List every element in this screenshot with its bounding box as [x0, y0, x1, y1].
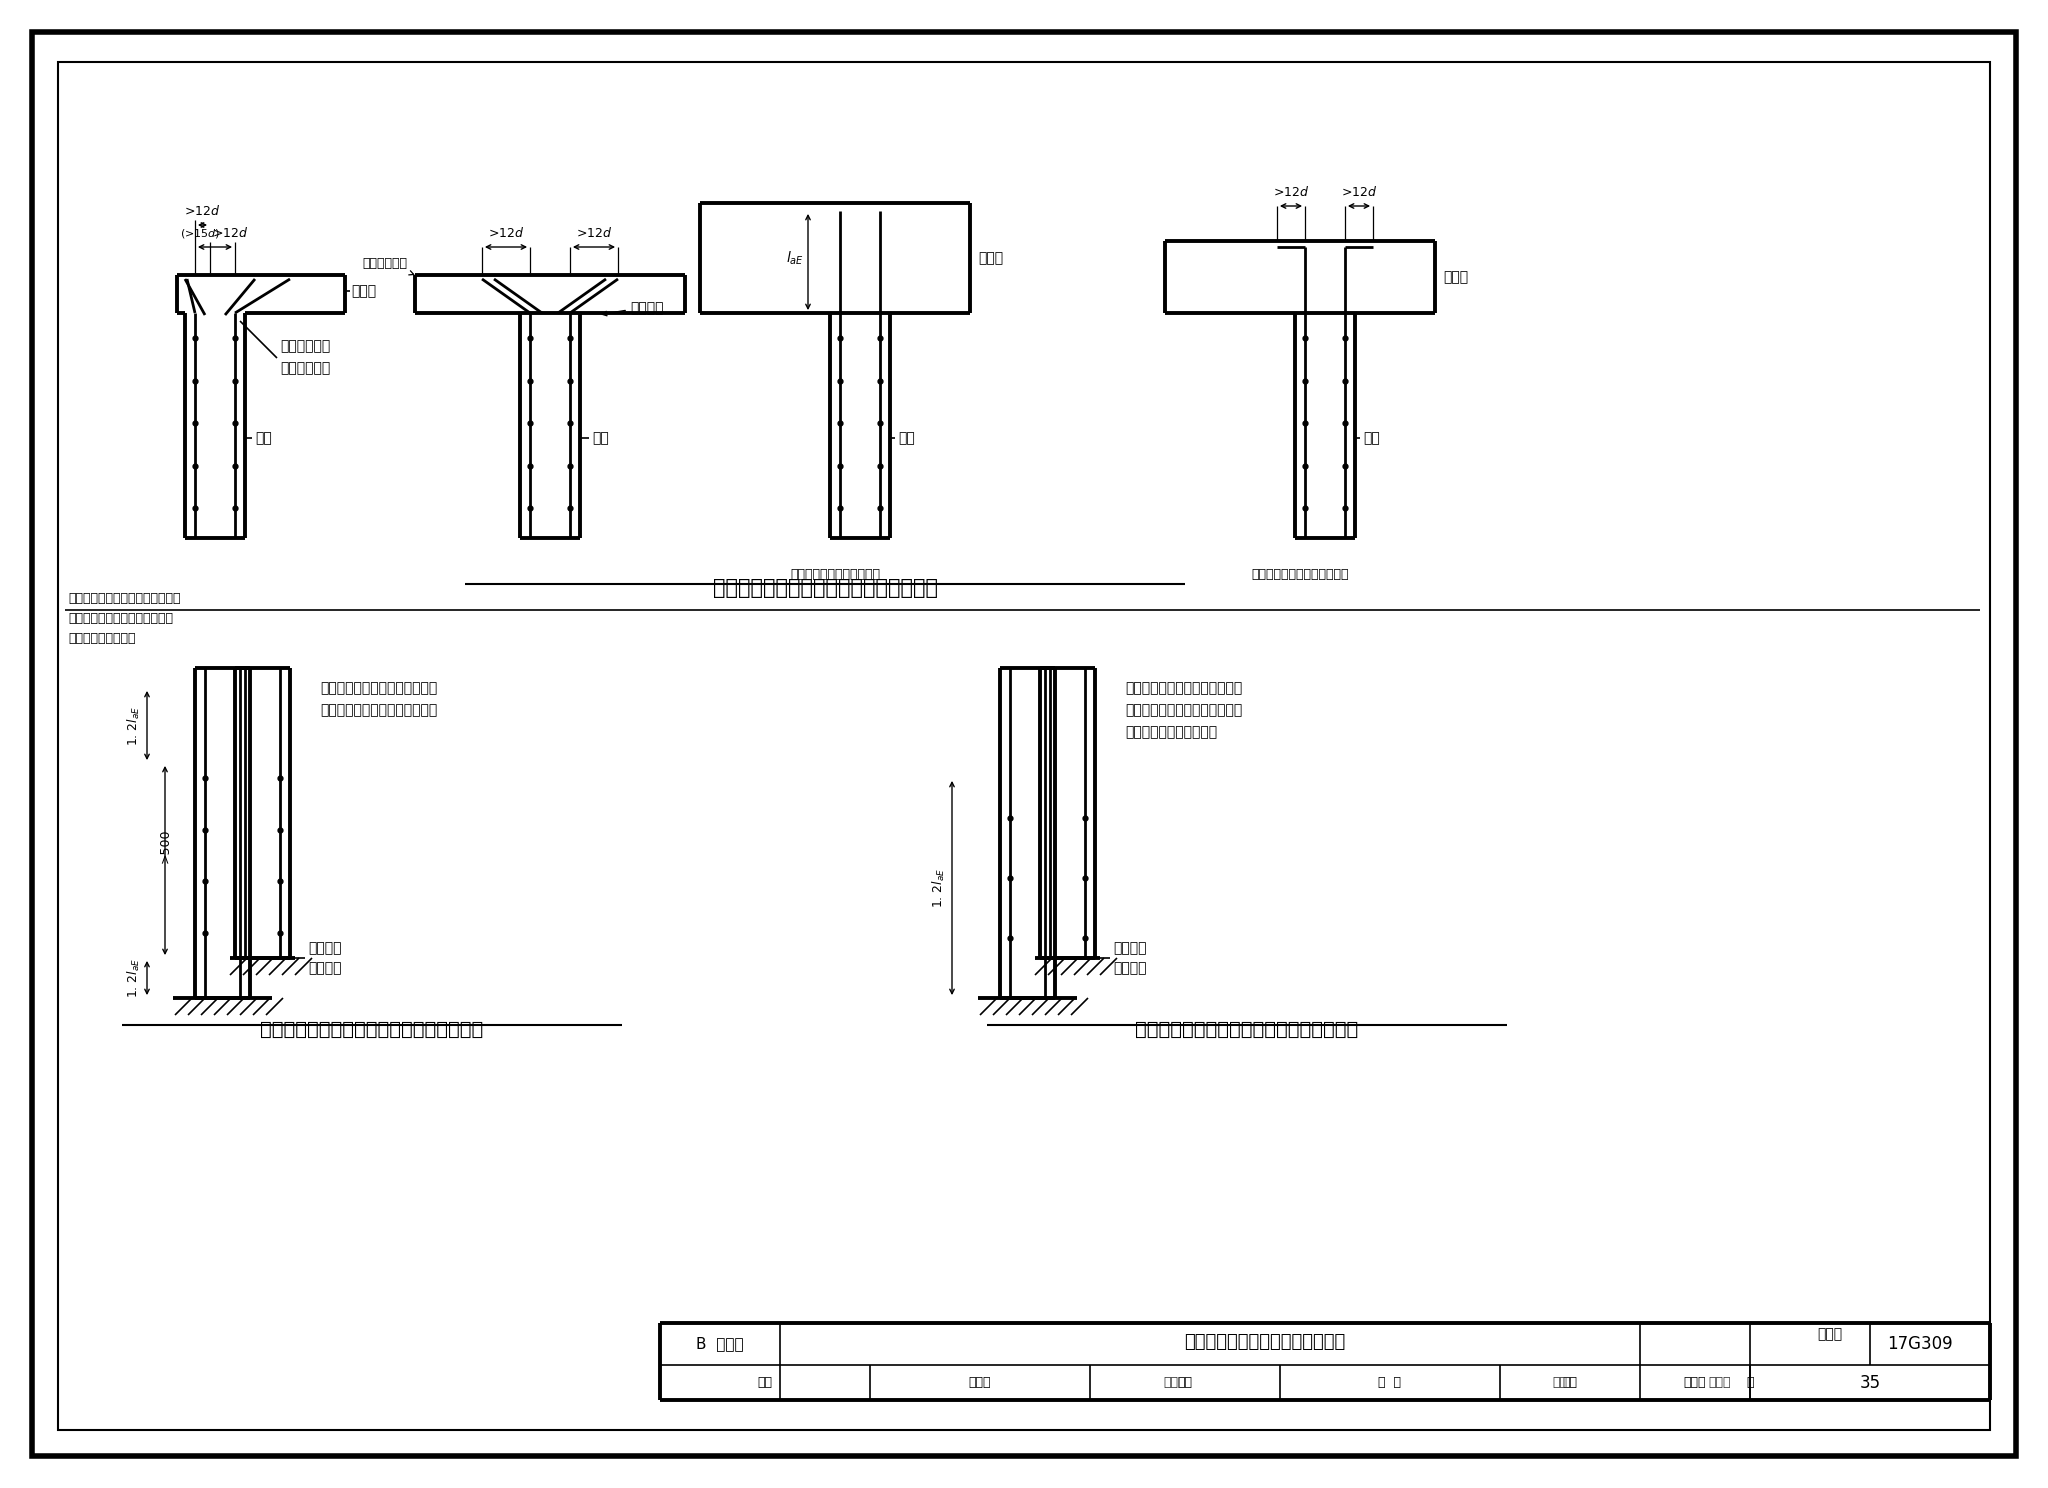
Text: 17G309: 17G309: [1886, 1335, 1954, 1353]
Text: 基础顶面: 基础顶面: [307, 961, 342, 975]
Text: 墙身: 墙身: [592, 432, 608, 445]
Text: 部位或三、四级抗震等级剪力墙: 部位或三、四级抗震等级剪力墙: [1124, 702, 1243, 717]
Text: >500: >500: [158, 829, 172, 863]
Text: 强部位焊接网竖向钢筋搭接构造: 强部位焊接网竖向钢筋搭接构造: [319, 702, 438, 717]
Text: $l_{aE}$: $l_{aE}$: [786, 250, 805, 266]
Text: 1. 2$l_{aE}$: 1. 2$l_{aE}$: [125, 705, 141, 745]
Text: 孙利军: 孙利军: [1683, 1376, 1706, 1390]
Text: >12$d$: >12$d$: [1272, 185, 1309, 199]
Text: 现场绑扎: 现场绑扎: [631, 301, 664, 315]
Text: B  剪力墙: B 剪力墙: [696, 1336, 743, 1351]
Text: 楼板顶面: 楼板顶面: [307, 940, 342, 955]
Text: （括号内数值是考虑屋面板上部钢: （括号内数值是考虑屋面板上部钢: [68, 592, 180, 604]
Text: 页: 页: [1747, 1376, 1753, 1390]
Text: 边框梁: 边框梁: [979, 251, 1004, 265]
Text: 设计: 设计: [1563, 1376, 1577, 1390]
Text: 孙利军: 孙利军: [1708, 1376, 1731, 1390]
Text: 墙身: 墙身: [256, 432, 272, 445]
Text: >12$d$: >12$d$: [211, 226, 248, 240]
Text: >12$d$: >12$d$: [184, 204, 221, 219]
Text: 筋与剪力墙外侧竖向钢筋焊接网: 筋与剪力墙外侧竖向钢筋焊接网: [68, 612, 172, 625]
Text: 一、二级抗震等级剪力墙底部加: 一、二级抗震等级剪力墙底部加: [319, 682, 438, 695]
Text: 图集号: 图集号: [1817, 1327, 1843, 1341]
Text: 焊接网竖向钢筋搭接构造: 焊接网竖向钢筋搭接构造: [1124, 725, 1217, 740]
Text: 朱爱萍: 朱爱萍: [969, 1376, 991, 1390]
Text: 墙体水平分布: 墙体水平分布: [281, 339, 330, 353]
Text: （梁高度不满足直锚要求时）: （梁高度不满足直锚要求时）: [1251, 568, 1350, 580]
Text: >12$d$: >12$d$: [575, 226, 612, 240]
Text: 剪力墙竖向分布钢筋焊接网连接构造（一）: 剪力墙竖向分布钢筋焊接网连接构造（一）: [260, 1019, 483, 1039]
Text: 1. 2$l_{aE}$: 1. 2$l_{aE}$: [125, 958, 141, 998]
Text: 楼板顶面: 楼板顶面: [1112, 940, 1147, 955]
Text: 剪力墙竖向分布筋焊接网连接构造: 剪力墙竖向分布筋焊接网连接构造: [1184, 1333, 1346, 1351]
Text: 1. 2$l_{aE}$: 1. 2$l_{aE}$: [932, 868, 946, 908]
Text: 钢筋现场绑扎: 钢筋现场绑扎: [281, 362, 330, 375]
Text: 边框梁: 边框梁: [1444, 269, 1468, 284]
Text: 搭接传力时的做法）: 搭接传力时的做法）: [68, 631, 135, 644]
Text: 周旭: 周旭: [1552, 1376, 1567, 1390]
Text: 校对: 校对: [1178, 1376, 1192, 1390]
Text: >12$d$: >12$d$: [1341, 185, 1376, 199]
Text: 墙身: 墙身: [897, 432, 915, 445]
Text: 周  旭: 周 旭: [1378, 1376, 1401, 1390]
Text: >12$d$: >12$d$: [487, 226, 524, 240]
Text: (>15$d$): (>15$d$): [180, 228, 221, 240]
Text: 墙身: 墙身: [1364, 432, 1380, 445]
Text: 剪力墙竖向分布钢筋焊接网连接构造（二）: 剪力墙竖向分布钢筋焊接网连接构造（二）: [1135, 1019, 1358, 1039]
Text: （梁高度满足直锚要求时）: （梁高度满足直锚要求时）: [791, 568, 881, 580]
Text: 一、二级抗震等级的非底部加强: 一、二级抗震等级的非底部加强: [1124, 682, 1243, 695]
Text: 屋面板: 屋面板: [350, 284, 377, 298]
Text: 审核: 审核: [758, 1376, 772, 1390]
Text: 龙丝萍: 龙丝萍: [1163, 1376, 1186, 1390]
Text: 35: 35: [1860, 1373, 1880, 1391]
Text: 剪力墙竖向分布钢筋焊接网顶部连接构造: 剪力墙竖向分布钢筋焊接网顶部连接构造: [713, 577, 938, 598]
Text: 屋面板或楼板: 屋面板或楼板: [362, 257, 408, 269]
Text: 基础顶面: 基础顶面: [1112, 961, 1147, 975]
